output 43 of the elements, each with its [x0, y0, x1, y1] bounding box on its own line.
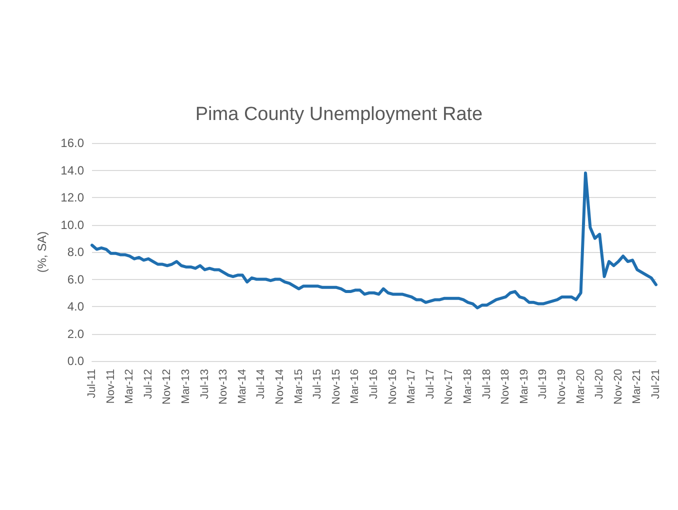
x-tick-label: Jul-11 [86, 369, 98, 398]
x-tick-label: Mar-19 [518, 369, 530, 404]
x-tick-label: Nov-20 [612, 369, 624, 404]
y-tick-label: 14.0 [60, 163, 84, 178]
x-tick-label: Nov-15 [330, 369, 342, 404]
y-tick-label: 16.0 [60, 136, 84, 150]
x-tick-label: Jul-18 [480, 369, 493, 399]
x-tick-label: Mar-18 [462, 369, 474, 404]
x-tick-label: Mar-13 [180, 369, 192, 404]
y-tick-label: 12.0 [60, 190, 84, 204]
x-tick-label: Jul-17 [424, 369, 436, 399]
y-tick-label: 4.0 [67, 300, 84, 314]
x-tick-label: Mar-21 [631, 369, 644, 404]
y-tick-label: 6.0 [67, 272, 84, 286]
x-tick-label: Nov-11 [104, 369, 117, 404]
x-tick-label: Jul-19 [537, 369, 550, 399]
x-tick-label: Mar-20 [574, 369, 587, 404]
x-tick-label: Nov-14 [274, 369, 286, 404]
x-tick-label: Nov-12 [161, 369, 174, 404]
line-series [90, 171, 658, 310]
y-tick-label: 10.0 [60, 218, 84, 232]
x-tick-label: Mar-12 [124, 369, 136, 404]
x-tick-label: Jul-20 [594, 369, 606, 399]
x-tick-label: Jul-15 [312, 369, 324, 399]
y-axis-title: (%, SA) [35, 231, 49, 273]
y-tick-label: 2.0 [67, 326, 84, 341]
x-tick-label: Jul-14 [255, 369, 268, 399]
x-tick-label: Nov-17 [443, 369, 456, 404]
x-tick-label: Mar-15 [292, 369, 305, 404]
x-tick-label: Jul-12 [142, 369, 154, 399]
x-tick-label: Jul-16 [368, 369, 380, 399]
x-tick-label: Nov-13 [218, 369, 230, 404]
x-tick-label: Mar-14 [236, 369, 248, 404]
x-tick-label: Jul-13 [198, 369, 211, 399]
x-tick-label: Mar-17 [406, 369, 418, 404]
x-tick-label: Mar-16 [349, 369, 362, 404]
chart-title: Pima County Unemployment Rate [195, 104, 483, 125]
x-tick-label: Nov-16 [386, 369, 399, 404]
x-tick-label: Nov-18 [500, 369, 512, 404]
x-tick-label: Nov-19 [556, 369, 568, 404]
y-tick-label: 8.0 [67, 245, 84, 259]
y-tick-label: 0.0 [67, 354, 84, 368]
x-tick-label: Jul-21 [650, 369, 662, 399]
